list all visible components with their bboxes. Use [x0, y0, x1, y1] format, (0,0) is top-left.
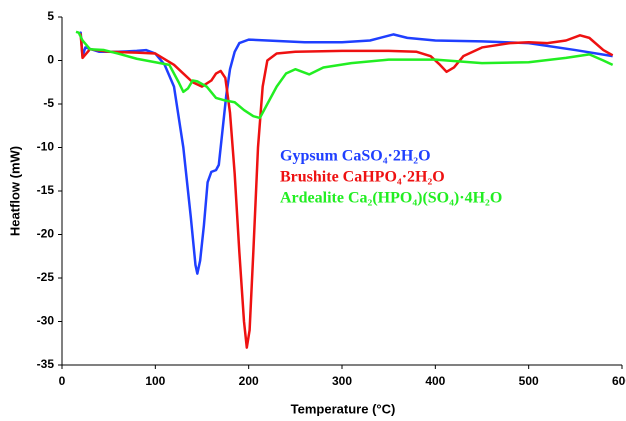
y-axis-title: Heatflow (mW) — [7, 146, 22, 236]
y-tick-label: -15 — [37, 183, 55, 197]
legend-label: Brushite CaHPO₄·2H₂O — [280, 169, 445, 186]
x-axis-title: Temperature (°C) — [291, 401, 396, 416]
x-tick-label: 100 — [145, 374, 165, 388]
y-tick-label: 0 — [47, 53, 54, 67]
x-tick-label: 500 — [519, 374, 539, 388]
y-tick-label: -35 — [37, 357, 55, 371]
y-tick-label: -30 — [37, 314, 55, 328]
y-tick-label: -20 — [37, 227, 55, 241]
y-tick-label: -5 — [43, 96, 54, 110]
x-tick-label: 600 — [612, 374, 626, 388]
x-tick-label: 0 — [59, 374, 66, 388]
x-tick-label: 300 — [332, 374, 352, 388]
y-tick-label: 5 — [47, 9, 54, 23]
y-tick-label: -25 — [37, 270, 55, 284]
x-tick-label: 200 — [239, 374, 259, 388]
series-line — [75, 30, 614, 120]
y-tick-label: -10 — [37, 140, 55, 154]
series-line — [77, 31, 613, 275]
x-tick-label: 400 — [425, 374, 445, 388]
legend-label: Ardealite Ca₂(HPO₄)(SO₄)·4H₂O — [280, 190, 502, 207]
legend-label: Gypsum CaSO₄·2H₂O — [280, 148, 431, 165]
series-line — [78, 33, 614, 349]
